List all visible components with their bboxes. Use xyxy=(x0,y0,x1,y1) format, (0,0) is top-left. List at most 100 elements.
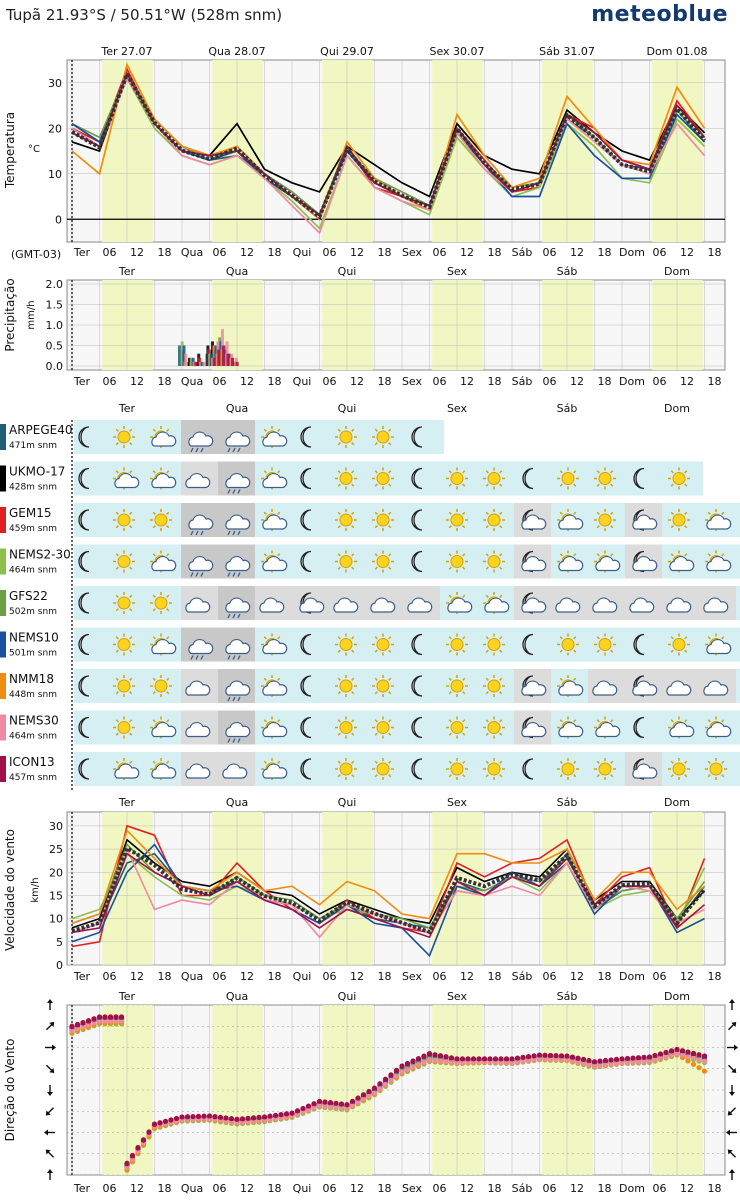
model-elevation-label: 464m snm xyxy=(9,566,57,576)
wind-direction-point xyxy=(646,1054,653,1060)
sun-ray xyxy=(721,553,725,557)
cloud-shape xyxy=(669,555,695,572)
cloud-shape xyxy=(370,597,396,613)
cloud-shape xyxy=(666,597,692,613)
moon-shape xyxy=(522,758,534,780)
sun-ray xyxy=(485,732,489,736)
arrow-head xyxy=(729,1092,735,1096)
wind-direction-point xyxy=(652,1057,658,1063)
cloud-shape xyxy=(188,555,214,572)
wind-direction-point xyxy=(432,1052,438,1058)
sun-ray xyxy=(374,760,378,764)
sun-ray xyxy=(499,760,503,764)
sun-ray xyxy=(277,636,281,640)
sun-cloud-icon xyxy=(261,716,288,739)
temperature-axis-label: Temperatura xyxy=(3,112,17,189)
day-label: Sex xyxy=(447,402,468,415)
wind-direction-point xyxy=(201,1113,207,1119)
sun-ray xyxy=(610,525,614,529)
y-tick-label: 20 xyxy=(49,866,63,879)
wind-direction-point xyxy=(652,1052,658,1059)
sun-ray xyxy=(337,774,341,778)
arrow-head xyxy=(729,1169,735,1173)
sun-ray xyxy=(388,760,392,764)
sun-icon xyxy=(705,758,727,780)
wind-direction-point xyxy=(536,1056,543,1062)
wind-direction-point xyxy=(674,1051,680,1057)
sun-ray xyxy=(485,636,489,640)
temperature-series-line xyxy=(71,76,706,235)
hour-tick-label: Dom xyxy=(619,375,645,388)
sun-ray xyxy=(388,442,392,446)
sun-icon xyxy=(483,633,505,656)
rain-drop xyxy=(237,613,241,619)
hour-tick-label: 06 xyxy=(213,1182,227,1195)
sun-ray xyxy=(684,774,688,778)
sun-ray xyxy=(337,566,341,570)
sun-cloud-icon xyxy=(483,592,510,614)
wind-direction-point xyxy=(272,1112,279,1119)
sun-ray xyxy=(129,649,133,653)
wind-direction-point xyxy=(542,1052,548,1058)
wind-direction-point xyxy=(630,1059,636,1065)
sun-ray xyxy=(596,511,600,515)
wind-direction-point xyxy=(333,1104,339,1110)
hour-tick-label: 18 xyxy=(158,970,172,983)
cloud-shape xyxy=(632,555,658,572)
rain-cloud-icon xyxy=(188,638,214,660)
sun-ray xyxy=(559,649,563,653)
cloud-icon xyxy=(185,680,211,696)
wind-direction-point xyxy=(355,1099,361,1105)
rain-cloud-icon xyxy=(225,721,251,743)
sun-ray xyxy=(448,649,452,653)
hour-tick-label: 18 xyxy=(378,246,392,259)
sun-ray xyxy=(559,719,563,723)
cloud-shape xyxy=(225,555,251,572)
sun-disc xyxy=(339,762,353,776)
sun-ray xyxy=(337,428,341,432)
moon-icon xyxy=(78,675,90,697)
hour-tick-label: 12 xyxy=(350,375,364,388)
arrow-head xyxy=(727,1110,733,1116)
precipitation-bar xyxy=(200,361,204,366)
arrow-head xyxy=(731,1068,737,1073)
wind-direction-point xyxy=(239,1116,246,1122)
moon-icon xyxy=(300,467,312,490)
wind-direction-point xyxy=(426,1051,433,1057)
sun-ray xyxy=(374,732,378,736)
wind-direction-point xyxy=(289,1110,295,1116)
sun-disc xyxy=(672,513,686,527)
sun-disc xyxy=(487,721,501,734)
moon-icon xyxy=(522,633,534,656)
sun-ray xyxy=(596,760,600,764)
hour-tick-label: 12 xyxy=(240,375,254,388)
sun-ray xyxy=(129,732,133,736)
wind-arrow-icon xyxy=(47,999,53,1010)
sun-icon xyxy=(446,633,468,656)
model-color-swatch xyxy=(0,631,6,658)
hour-tick-label: Qua xyxy=(181,246,203,259)
sun-ray xyxy=(462,649,466,653)
moon-shape xyxy=(300,550,312,573)
arrow-head xyxy=(734,1044,738,1051)
sun-ray xyxy=(448,566,452,570)
sun-ray xyxy=(129,525,133,529)
brand-logo[interactable]: meteoblue xyxy=(591,2,728,27)
wind-direction-point xyxy=(448,1055,455,1061)
model-elevation-label: 428m snm xyxy=(9,483,57,493)
sun-disc xyxy=(450,721,464,734)
sun-ray xyxy=(337,760,341,764)
sun-ray xyxy=(374,511,378,515)
rain-cloud-icon xyxy=(225,597,251,619)
sun-ray xyxy=(499,636,503,640)
sun-disc xyxy=(561,472,575,485)
hour-tick-label: 12 xyxy=(570,970,584,983)
sun-disc xyxy=(117,679,131,693)
sun-ray xyxy=(573,483,577,487)
hour-tick-label: 06 xyxy=(323,970,337,983)
wind-direction-point xyxy=(250,1115,257,1121)
daylight-band xyxy=(322,812,373,965)
y-tick-label: 2.0 xyxy=(46,278,64,291)
sun-ray xyxy=(166,636,170,640)
